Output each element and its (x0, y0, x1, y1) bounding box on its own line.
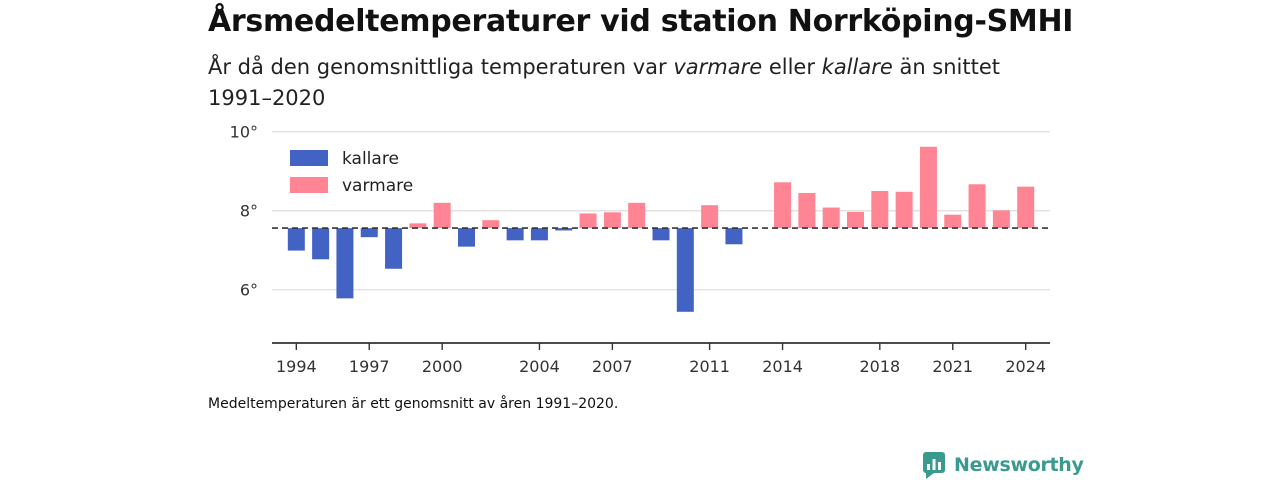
x-tick-label: 2011 (689, 357, 730, 376)
x-axis: 1994 1997 2000 2004 2007 2011 2014 2018 2021 2024 (272, 342, 1050, 376)
y-tick-label: 8° (240, 202, 258, 221)
subtitle-text-1: År då den genomsnittliga temperaturen va… (208, 55, 674, 79)
bar-2005 (555, 228, 573, 231)
newsworthy-brand[interactable]: Newsworthy (922, 451, 1084, 479)
bar-2009 (652, 228, 670, 241)
bar-1995 (312, 228, 330, 260)
x-tick-label: 2004 (519, 357, 560, 376)
bar-2020 (919, 146, 937, 229)
chart-title: Årsmedeltemperaturer vid station Norrköp… (208, 4, 1074, 39)
x-tick-label: 1994 (276, 357, 317, 376)
x-tick-label: 2024 (1005, 357, 1046, 376)
bar-2018 (871, 190, 889, 229)
bar-2016 (822, 207, 840, 229)
legend: kallare varmare (290, 149, 413, 196)
subtitle-cold-word: kallare (821, 55, 893, 79)
subtitle-text-2: eller (762, 55, 822, 79)
legend-swatch-kallare (290, 150, 328, 166)
y-tick-label: 6° (240, 281, 258, 300)
bar-2001 (458, 228, 475, 247)
x-tick-label: 2000 (422, 357, 463, 376)
y-tick-label: 10° (230, 123, 258, 142)
legend-label-varmare: varmare (342, 176, 413, 196)
bar-2004 (530, 228, 548, 241)
newsworthy-logo-icon (923, 452, 945, 479)
bar-2011 (701, 205, 719, 229)
bar-2007 (603, 212, 621, 229)
bar-2010 (676, 228, 694, 312)
bar-2023 (992, 210, 1010, 229)
bar-2008 (628, 202, 646, 229)
bars (287, 146, 1035, 312)
bar-2014 (774, 182, 792, 229)
x-tick-label: 2014 (762, 357, 803, 376)
bar-2000 (433, 202, 451, 229)
y-axis: 6° 8° 10° (230, 123, 258, 300)
bar-1997 (360, 228, 378, 238)
bar-1998 (385, 228, 403, 269)
bar-2012 (725, 228, 743, 245)
legend-label-kallare: kallare (342, 149, 399, 169)
bar-2019 (895, 191, 913, 229)
bar-2015 (798, 192, 816, 229)
bar-1999 (409, 223, 427, 229)
subtitle-warm-word: varmare (673, 55, 763, 79)
legend-swatch-varmare (290, 177, 328, 193)
chart-subtitle: År då den genomsnittliga temperaturen va… (208, 52, 1028, 114)
bar-2002 (482, 220, 500, 229)
bar-1996 (336, 228, 354, 299)
x-tick-label: 1997 (349, 357, 390, 376)
temperature-bar-chart: 6° 8° 10° 1994 1997 2000 2004 2007 2011 2014 2018… (230, 123, 1050, 376)
brand-name: Newsworthy (954, 454, 1084, 476)
footnote: Medeltemperaturen är ett genomsnitt av å… (208, 396, 619, 412)
x-tick-label: 2018 (859, 357, 900, 376)
bar-2022 (968, 184, 986, 229)
x-tick-label: 2007 (592, 357, 633, 376)
subtitle-text-3: än snittet 1991–2020 (208, 55, 1001, 110)
x-tick-label: 2021 (932, 357, 973, 376)
bar-2006 (579, 213, 597, 229)
bar-2024 (1017, 186, 1035, 229)
bar-2003 (506, 228, 524, 241)
bar-2021 (944, 214, 962, 229)
bar-1994 (287, 228, 305, 251)
bar-2017 (847, 211, 864, 229)
